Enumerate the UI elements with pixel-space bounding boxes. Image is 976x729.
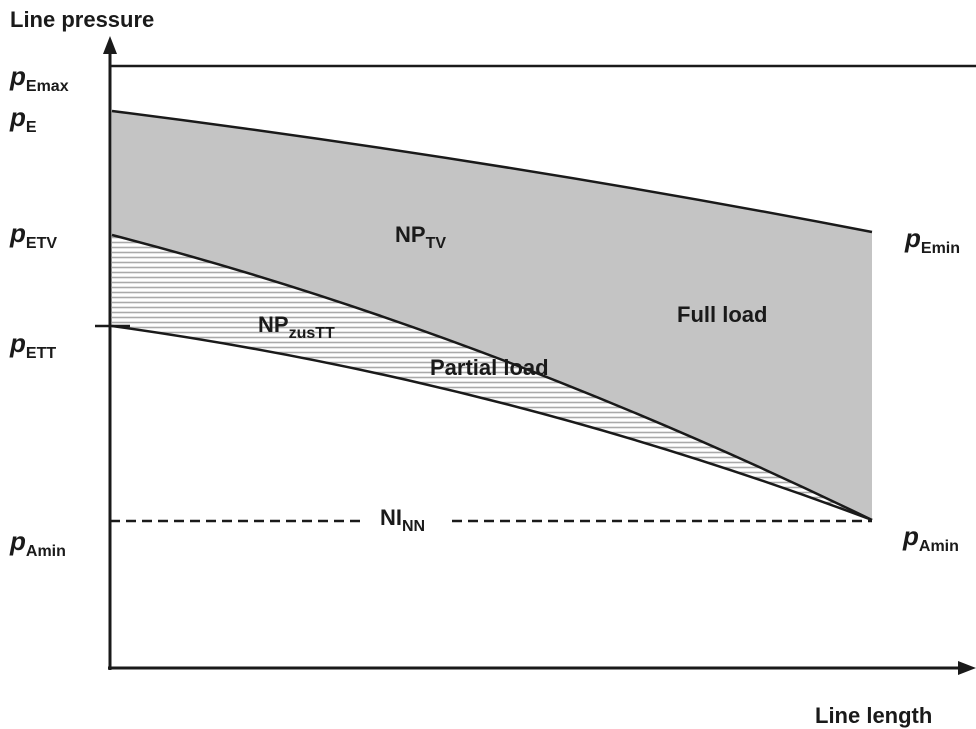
region-label: NPzusTT	[258, 312, 335, 342]
y-arrow	[103, 36, 117, 54]
x-arrow	[958, 661, 976, 675]
right-label: pAmin	[902, 521, 959, 555]
region-label: NPTV	[395, 222, 446, 252]
title: Line pressure	[10, 7, 154, 32]
left-label: pE	[9, 102, 37, 136]
upper-curve	[111, 109, 873, 234]
region-label: NINN	[380, 505, 425, 535]
left-label: pEmax	[9, 61, 69, 95]
lower-curve	[111, 324, 873, 522]
right-label: pEmin	[904, 223, 960, 257]
left-label: pAmin	[9, 526, 66, 560]
region-label: Partial load	[430, 355, 549, 380]
middle-curve	[111, 233, 873, 522]
left-label: pETV	[9, 218, 57, 252]
x-axis-label: Line length	[815, 703, 932, 728]
partial-load-region	[112, 235, 872, 520]
region-label: Full load	[677, 302, 767, 327]
left-label: pETT	[9, 328, 56, 362]
full-load-region	[112, 111, 872, 520]
